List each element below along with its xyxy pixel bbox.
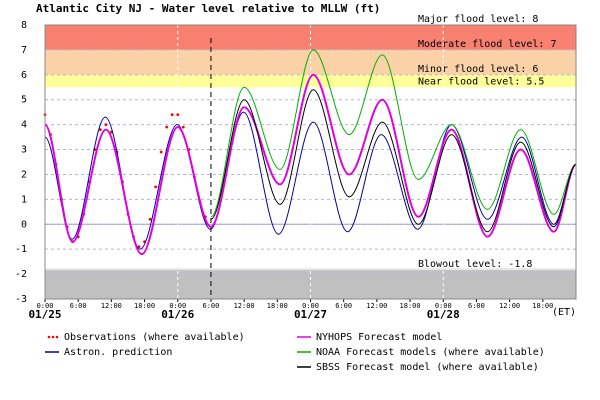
x-tick-label: 18:00 bbox=[267, 302, 288, 310]
y-tick-label: -2 bbox=[15, 269, 27, 280]
series-line bbox=[210, 49, 577, 218]
legend-swatch bbox=[51, 335, 55, 339]
observation-dot bbox=[98, 128, 102, 132]
day-label: 01/28 bbox=[427, 308, 460, 321]
chart-title: Atlantic City NJ - Water level relative … bbox=[36, 2, 380, 15]
y-tick-label: 2 bbox=[21, 169, 27, 180]
x-tick-label: 12:00 bbox=[101, 302, 122, 310]
observation-dot bbox=[181, 125, 185, 129]
y-tick-label: 7 bbox=[21, 45, 27, 56]
observation-dot bbox=[148, 217, 152, 221]
x-tick-label: 6:00 bbox=[468, 302, 485, 310]
level-label: Major flood level: 8 bbox=[418, 14, 538, 25]
legend-label: Astron. prediction bbox=[64, 347, 172, 358]
y-tick-label: 1 bbox=[21, 194, 27, 205]
day-label: 01/27 bbox=[294, 308, 327, 321]
y-tick-label: -1 bbox=[15, 244, 27, 255]
x-tick-label: 18:00 bbox=[400, 302, 421, 310]
x-tick-label: 0:00 bbox=[37, 302, 54, 310]
x-tick-label: 0:00 bbox=[302, 302, 319, 310]
x-tick-label: 18:00 bbox=[532, 302, 553, 310]
observation-dot bbox=[176, 113, 180, 117]
level-label: Minor flood level: 6 bbox=[418, 64, 538, 75]
time-zone-label: (ET) bbox=[552, 307, 576, 318]
level-label: Near flood level: 5.5 bbox=[418, 76, 544, 87]
legend-swatch bbox=[47, 335, 51, 339]
y-tick-label: 0 bbox=[21, 219, 27, 230]
observation-dot bbox=[165, 125, 169, 129]
y-tick-label: 8 bbox=[21, 20, 27, 31]
plot-border bbox=[44, 24, 577, 300]
y-tick-label: 4 bbox=[21, 120, 27, 131]
series-line bbox=[210, 89, 577, 233]
y-tick-label: -3 bbox=[15, 294, 27, 305]
y-tick-label: 6 bbox=[21, 70, 27, 81]
y-tick-label: 3 bbox=[21, 145, 27, 156]
observation-dot bbox=[170, 113, 174, 117]
legend-label: SBSS Forecast model (where available) bbox=[316, 362, 539, 373]
y-tick-label: 5 bbox=[21, 95, 27, 106]
x-tick-label: 18:00 bbox=[134, 302, 155, 310]
x-tick-label: 6:00 bbox=[203, 302, 220, 310]
day-label: 01/26 bbox=[161, 308, 194, 321]
blowout-label: Blowout level: -1.8 bbox=[418, 259, 532, 270]
legend-label: Observations (where available) bbox=[64, 332, 245, 343]
observation-dot bbox=[159, 150, 163, 154]
x-tick-label: 12:00 bbox=[366, 302, 387, 310]
x-tick-label: 12:00 bbox=[499, 302, 520, 310]
observation-dot bbox=[137, 245, 141, 249]
level-label: Moderate flood level: 7 bbox=[418, 39, 556, 50]
observation-dot bbox=[154, 185, 158, 189]
x-tick-label: 6:00 bbox=[70, 302, 87, 310]
legend-label: NOAA Forecast models (where available) bbox=[316, 347, 545, 358]
x-tick-label: 6:00 bbox=[335, 302, 352, 310]
observation-dot bbox=[104, 123, 108, 127]
legend-label: NYHOPS Forecast model bbox=[316, 332, 442, 343]
day-label: 01/25 bbox=[28, 308, 61, 321]
x-tick-label: 12:00 bbox=[234, 302, 255, 310]
x-tick-label: 0:00 bbox=[435, 302, 452, 310]
series-line bbox=[44, 73, 577, 256]
legend-swatch bbox=[55, 335, 59, 339]
x-tick-label: 0:00 bbox=[169, 302, 186, 310]
